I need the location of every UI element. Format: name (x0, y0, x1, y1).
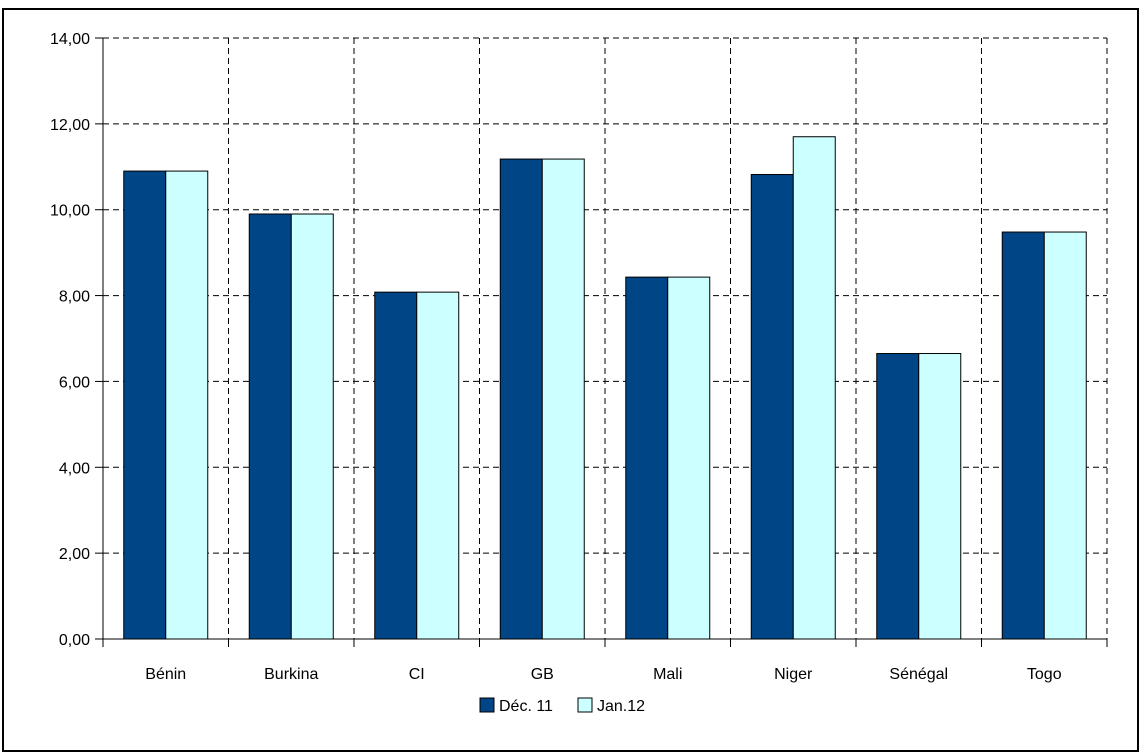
axis-layer: 0,00 2,00 4,00 6,00 8,00 10,00 12,00 14,00 Bénin… (50, 31, 1108, 683)
legend-label: Jan.12 (597, 698, 645, 715)
legend-label: Déc. 11 (499, 698, 553, 715)
bar (1001, 231, 1045, 640)
grid-layer (103, 37, 1108, 639)
y-tick-label: 8,00 (59, 289, 90, 306)
y-tick-label: 14,00 (50, 31, 90, 48)
y-tick-label: 0,00 (59, 632, 90, 649)
y-tick-label: 10,00 (50, 203, 90, 220)
bar (123, 170, 167, 640)
x-tick-label: GB (531, 666, 554, 683)
x-tick-label: Bénin (145, 666, 186, 683)
bar (541, 158, 585, 640)
x-tick-label: Mali (653, 666, 682, 683)
bar (290, 213, 334, 640)
bar (248, 213, 292, 640)
bar (625, 276, 669, 640)
bar (876, 353, 920, 640)
bar (918, 353, 962, 640)
x-tick-label: Burkina (264, 666, 318, 683)
x-tick-label: Niger (774, 666, 813, 683)
bar (750, 174, 794, 640)
y-tick-label: 2,00 (59, 546, 90, 563)
x-tick-label: Togo (1027, 666, 1062, 683)
legend-swatch (479, 697, 495, 713)
y-tick-label: 4,00 (59, 460, 90, 477)
bar (667, 276, 711, 640)
legend-swatch (577, 697, 593, 713)
y-tick-label: 12,00 (50, 117, 90, 134)
bar (374, 291, 418, 640)
y-tick-label: 6,00 (59, 374, 90, 391)
legend: Déc. 11 Jan.12 (479, 697, 645, 715)
x-tick-label: CI (409, 666, 425, 683)
bars-layer (123, 136, 1087, 640)
bar (416, 291, 460, 640)
bar (792, 136, 836, 640)
bar (1043, 231, 1087, 640)
x-tick-label: Sénégal (889, 666, 948, 683)
bar (165, 170, 209, 640)
bar (499, 158, 543, 640)
